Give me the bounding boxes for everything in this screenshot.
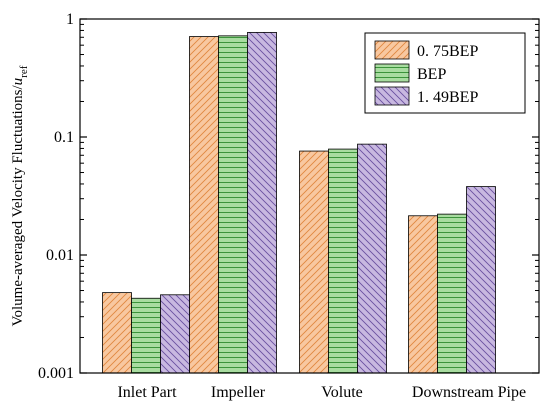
bar-s2-inlet-part xyxy=(131,297,161,374)
y-axis-title-text: Volume-averaged Velocity Fluctuations/ xyxy=(10,84,26,326)
bar-s2-volute xyxy=(328,148,358,374)
x-category-label: Impeller xyxy=(211,384,266,401)
bar-s1-volute xyxy=(299,150,329,374)
y-tick-label: 0.1 xyxy=(54,129,74,146)
legend-label: 1. 49BEP xyxy=(417,89,478,106)
y-tick-label: 0.001 xyxy=(38,365,74,382)
legend-label: 0. 75BEP xyxy=(417,43,478,60)
bar-s3-impeller xyxy=(247,31,277,374)
y-axis-title-symbol: u xyxy=(10,78,26,86)
bar-s1-inlet-part xyxy=(102,292,132,374)
y-axis-ticks: 1 0.1 0.01 0.001 xyxy=(38,11,539,382)
legend: 0. 75BEP BEP 1. 49BEP xyxy=(364,32,526,114)
x-axis-labels: Inlet Part Impeller Volute Downstream Pipe xyxy=(117,384,526,401)
x-category-label: Downstream Pipe xyxy=(412,384,526,401)
legend-swatch xyxy=(374,86,410,106)
legend-swatch xyxy=(374,63,410,83)
y-axis-title-subscript: ref xyxy=(18,65,30,78)
x-category-label: Inlet Part xyxy=(117,384,177,401)
bar-s3-volute xyxy=(357,143,387,374)
bar-s1-impeller xyxy=(189,36,219,374)
legend-swatch xyxy=(374,40,410,60)
x-category-label: Volute xyxy=(321,384,362,401)
y-tick-label: 0.01 xyxy=(46,247,74,264)
y-axis-title: Volume-averaged Velocity Fluctuations/ur… xyxy=(10,65,30,326)
bar-s2-downstream-pipe xyxy=(437,213,467,374)
bars-layer xyxy=(102,31,496,374)
bar-s3-downstream-pipe xyxy=(466,186,496,374)
y-tick-label: 1 xyxy=(66,11,74,28)
legend-label: BEP xyxy=(417,66,446,83)
bar-s2-impeller xyxy=(218,35,248,374)
plot-frame xyxy=(79,18,540,374)
bar-s3-inlet-part xyxy=(160,294,190,374)
bar-s1-downstream-pipe xyxy=(408,215,438,374)
